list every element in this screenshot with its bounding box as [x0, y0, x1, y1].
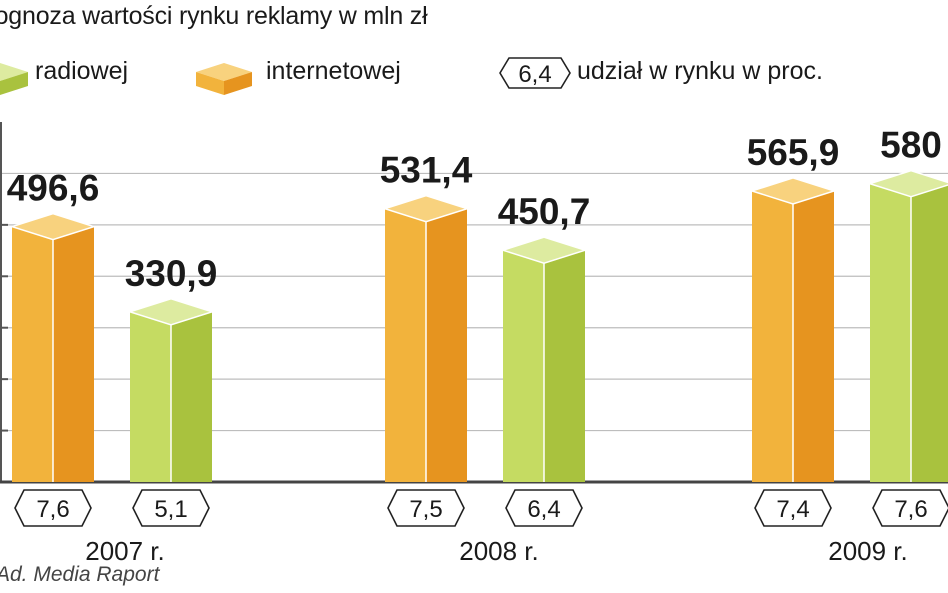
- data-label: 330,9: [125, 253, 218, 294]
- share-hexagon: [754, 489, 832, 527]
- legend-swatch-radio: [0, 63, 28, 95]
- legend-swatch-front: [196, 72, 224, 95]
- legend-label-share: udział w rynku w proc.: [577, 57, 823, 85]
- legend: 6,4: [0, 57, 571, 95]
- bar-radio-0: [127, 298, 215, 482]
- x-tick-label: 2009 r.: [828, 536, 908, 566]
- bar-front-face: [385, 208, 426, 483]
- data-label: 450,7: [498, 191, 591, 232]
- bar-internet-2: [749, 177, 837, 483]
- legend-share-sample: 6,4: [518, 61, 551, 88]
- bar-side-face: [53, 226, 94, 482]
- data-label: 531,4: [380, 150, 473, 191]
- bar-top-face: [127, 298, 215, 326]
- share-hexagon: [387, 489, 465, 527]
- legend-swatch-internet: [196, 63, 252, 95]
- share-label: 7,4: [776, 496, 809, 523]
- x-tick-label: 2008 r.: [459, 536, 539, 566]
- chart-title: Prognoza wartości rynku reklamy w mln zł: [0, 2, 428, 30]
- bar-front-face: [752, 190, 793, 483]
- share-label: 5,1: [154, 496, 187, 523]
- bar-front-face: [503, 250, 544, 482]
- share-hexagon: [14, 489, 92, 527]
- bar-front-face: [870, 183, 911, 482]
- data-label: 580: [880, 125, 942, 166]
- bar-radio-2: [867, 169, 948, 482]
- bar-internet-1: [382, 194, 470, 483]
- bar-side-face: [171, 311, 212, 482]
- bar-top-face: [382, 194, 470, 223]
- source-note: Ad. Media Raport: [0, 563, 160, 586]
- legend-share-hexagon: [499, 57, 571, 89]
- legend-label-internet: internetowej: [266, 57, 401, 85]
- legend-label-radio: radiowej: [35, 57, 129, 85]
- bar-front-face: [130, 311, 171, 482]
- legend-swatch-side: [224, 72, 252, 95]
- share-hexagon: [132, 489, 210, 527]
- bar-top-face: [9, 212, 97, 241]
- share-label: 7,6: [894, 496, 927, 523]
- share-hexagon: [872, 489, 948, 527]
- x-tick-label: 2007 r.: [85, 536, 165, 566]
- share-label: 6,4: [527, 496, 560, 523]
- bar-top-face: [749, 177, 837, 205]
- data-label: 565,9: [747, 132, 840, 173]
- bar-side-face: [793, 190, 834, 483]
- legend-swatch-side: [0, 72, 28, 95]
- bar-side-face: [911, 183, 948, 482]
- bar-radio-1: [500, 236, 588, 482]
- bar-side-face: [544, 250, 585, 482]
- share-hexagon: [505, 489, 583, 527]
- bar-front-face: [12, 226, 53, 482]
- bar-internet-0: [9, 212, 97, 482]
- legend-swatch-top: [0, 63, 28, 81]
- bar-top-face: [500, 236, 588, 264]
- share-label: 7,6: [36, 496, 69, 523]
- bar-top-face: [867, 169, 948, 198]
- share-label: 7,5: [409, 496, 442, 523]
- bar-side-face: [426, 208, 467, 483]
- data-label: 496,6: [7, 168, 100, 209]
